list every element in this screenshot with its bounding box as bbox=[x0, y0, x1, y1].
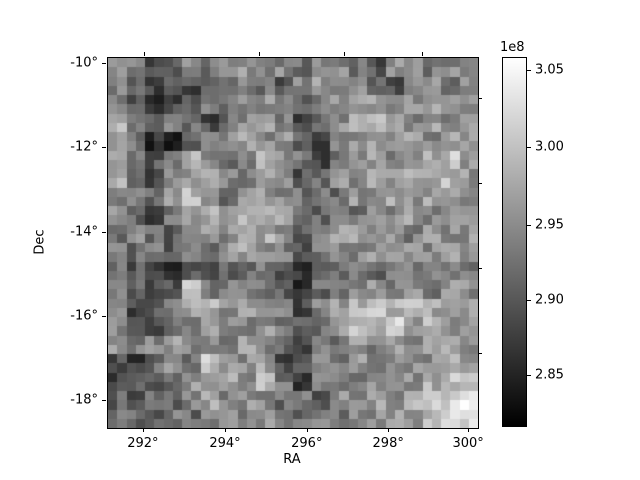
right-tick-mark bbox=[478, 98, 482, 100]
y-tick-label: -10° bbox=[70, 55, 98, 71]
y-tick-label: -18° bbox=[70, 392, 98, 408]
top-tick-mark bbox=[144, 52, 145, 56]
colorbar-tick-label: 3.00 bbox=[535, 139, 564, 155]
colorbar-tick-mark bbox=[527, 299, 531, 301]
x-tick-label: 292° bbox=[127, 436, 159, 451]
heatmap-canvas bbox=[108, 58, 478, 428]
x-tick-label: 296° bbox=[291, 436, 323, 451]
colorbar-tick-mark bbox=[527, 225, 531, 227]
colorbar-tick-label: 3.05 bbox=[535, 62, 564, 78]
top-tick-mark bbox=[421, 52, 423, 56]
colorbar-tick-label: 2.90 bbox=[535, 292, 564, 308]
plot-area bbox=[107, 57, 479, 429]
x-tick-mark bbox=[142, 428, 144, 432]
colorbar-scale-label: 1e8 bbox=[500, 40, 525, 55]
y-tick-label: -16° bbox=[70, 308, 98, 324]
x-tick-label: 294° bbox=[209, 436, 241, 451]
x-tick-label: 300° bbox=[452, 436, 484, 451]
y-tick-mark bbox=[102, 62, 106, 64]
x-axis-label: RA bbox=[283, 452, 301, 467]
x-tick-mark bbox=[306, 428, 308, 432]
y-tick-mark bbox=[102, 399, 106, 401]
colorbar-tick-label: 2.95 bbox=[535, 217, 564, 233]
colorbar bbox=[502, 57, 527, 427]
right-tick-mark bbox=[478, 183, 482, 185]
right-tick-mark bbox=[478, 267, 482, 269]
colorbar-tick-mark bbox=[527, 69, 531, 71]
x-tick-mark bbox=[468, 428, 470, 432]
right-tick-mark bbox=[478, 353, 482, 354]
y-tick-label: -14° bbox=[70, 224, 98, 240]
x-tick-label: 298° bbox=[372, 436, 404, 451]
top-tick-mark bbox=[258, 52, 260, 56]
y-tick-mark bbox=[102, 146, 106, 148]
colorbar-tick-label: 2.85 bbox=[535, 367, 564, 383]
colorbar-tick-mark bbox=[527, 374, 531, 376]
y-tick-mark bbox=[102, 232, 106, 233]
y-tick-label: -12° bbox=[70, 139, 98, 155]
y-tick-mark bbox=[102, 316, 106, 317]
x-tick-mark bbox=[388, 428, 390, 432]
colorbar-tick-mark bbox=[527, 147, 531, 149]
y-axis-label: Dec bbox=[32, 229, 48, 255]
x-tick-mark bbox=[225, 428, 227, 432]
top-tick-mark bbox=[343, 52, 345, 56]
